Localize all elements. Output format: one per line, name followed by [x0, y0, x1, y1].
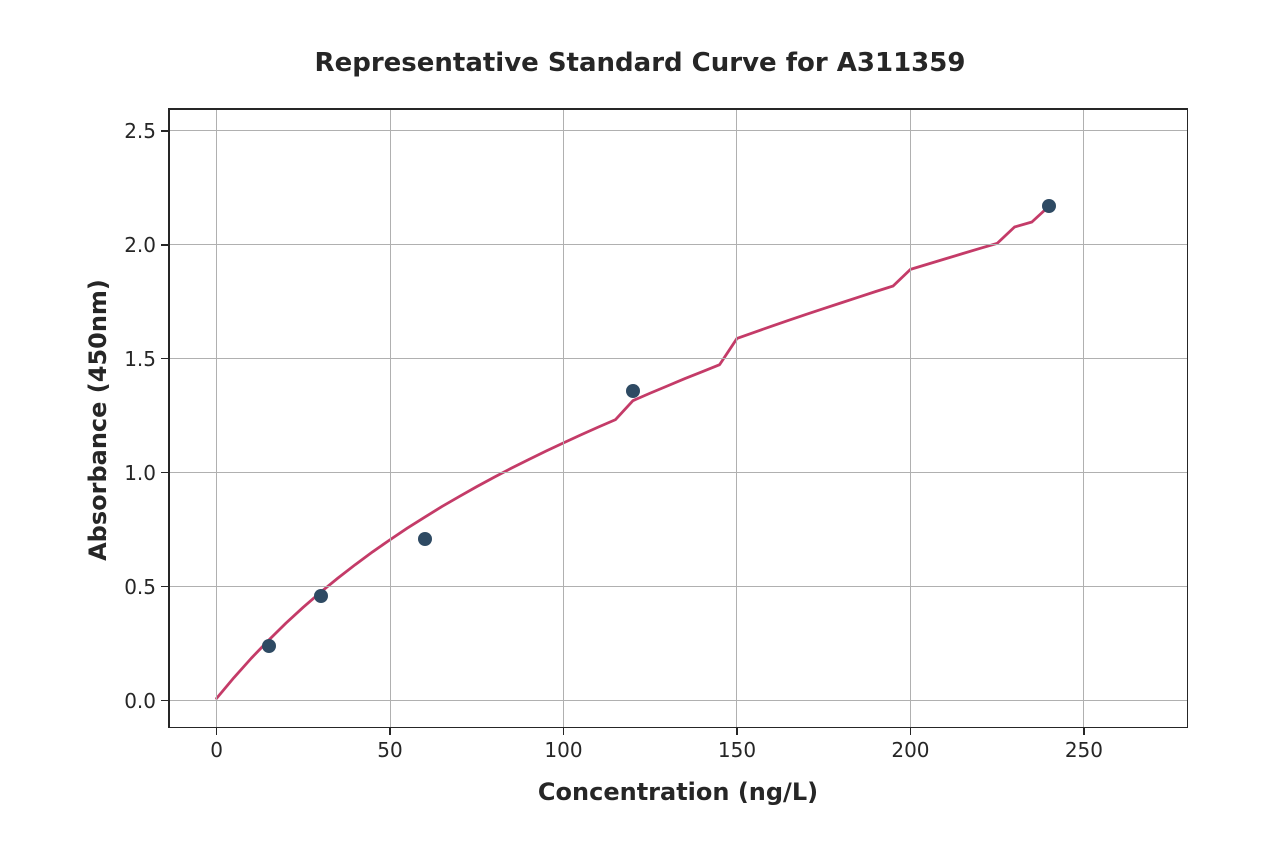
- x-tick-label: 250: [1065, 738, 1103, 762]
- grid-line-vertical: [390, 108, 391, 728]
- grid-line-horizontal: [168, 700, 1188, 701]
- y-tick-label: 1.5: [124, 347, 156, 371]
- grid-line-horizontal: [168, 244, 1188, 245]
- y-axis-label: Absorbance (450nm): [84, 110, 112, 730]
- data-point: [418, 532, 432, 546]
- grid-line-horizontal: [168, 472, 1188, 473]
- x-tick-mark: [1083, 728, 1085, 735]
- fit-curve: [168, 108, 1188, 728]
- spine-top: [168, 108, 1188, 110]
- y-tick-mark: [161, 700, 168, 702]
- data-point: [1042, 199, 1056, 213]
- grid-line-vertical: [216, 108, 217, 728]
- plot-area: [168, 108, 1188, 728]
- x-tick-mark: [563, 728, 565, 735]
- data-point: [626, 384, 640, 398]
- spine-left: [168, 108, 170, 728]
- grid-line-horizontal: [168, 358, 1188, 359]
- grid-line-vertical: [910, 108, 911, 728]
- chart-figure: Representative Standard Curve for A31135…: [0, 0, 1280, 845]
- y-tick-label: 0.0: [124, 689, 156, 713]
- x-tick-label: 100: [544, 738, 582, 762]
- grid-line-vertical: [563, 108, 564, 728]
- grid-line-vertical: [1083, 108, 1084, 728]
- x-axis-label: Concentration (ng/L): [538, 778, 818, 806]
- x-tick-label: 50: [377, 738, 402, 762]
- y-tick-mark: [161, 130, 168, 132]
- x-tick-mark: [910, 728, 912, 735]
- x-tick-label: 0: [210, 738, 223, 762]
- data-point: [314, 589, 328, 603]
- x-tick-mark: [736, 728, 738, 735]
- y-tick-mark: [161, 472, 168, 474]
- y-tick-label: 1.0: [124, 461, 156, 485]
- grid-line-horizontal: [168, 130, 1188, 131]
- y-tick-label: 2.5: [124, 119, 156, 143]
- y-tick-label: 0.5: [124, 575, 156, 599]
- grid-line-horizontal: [168, 586, 1188, 587]
- spine-right: [1187, 108, 1189, 728]
- spine-bottom: [168, 727, 1188, 729]
- y-tick-mark: [161, 586, 168, 588]
- y-tick-label: 2.0: [124, 233, 156, 257]
- x-tick-label: 200: [891, 738, 929, 762]
- y-tick-mark: [161, 244, 168, 246]
- grid-line-vertical: [736, 108, 737, 728]
- x-tick-label: 150: [718, 738, 756, 762]
- x-tick-mark: [389, 728, 391, 735]
- y-tick-mark: [161, 358, 168, 360]
- data-point: [262, 639, 276, 653]
- chart-title: Representative Standard Curve for A31135…: [0, 48, 1280, 78]
- x-tick-mark: [216, 728, 218, 735]
